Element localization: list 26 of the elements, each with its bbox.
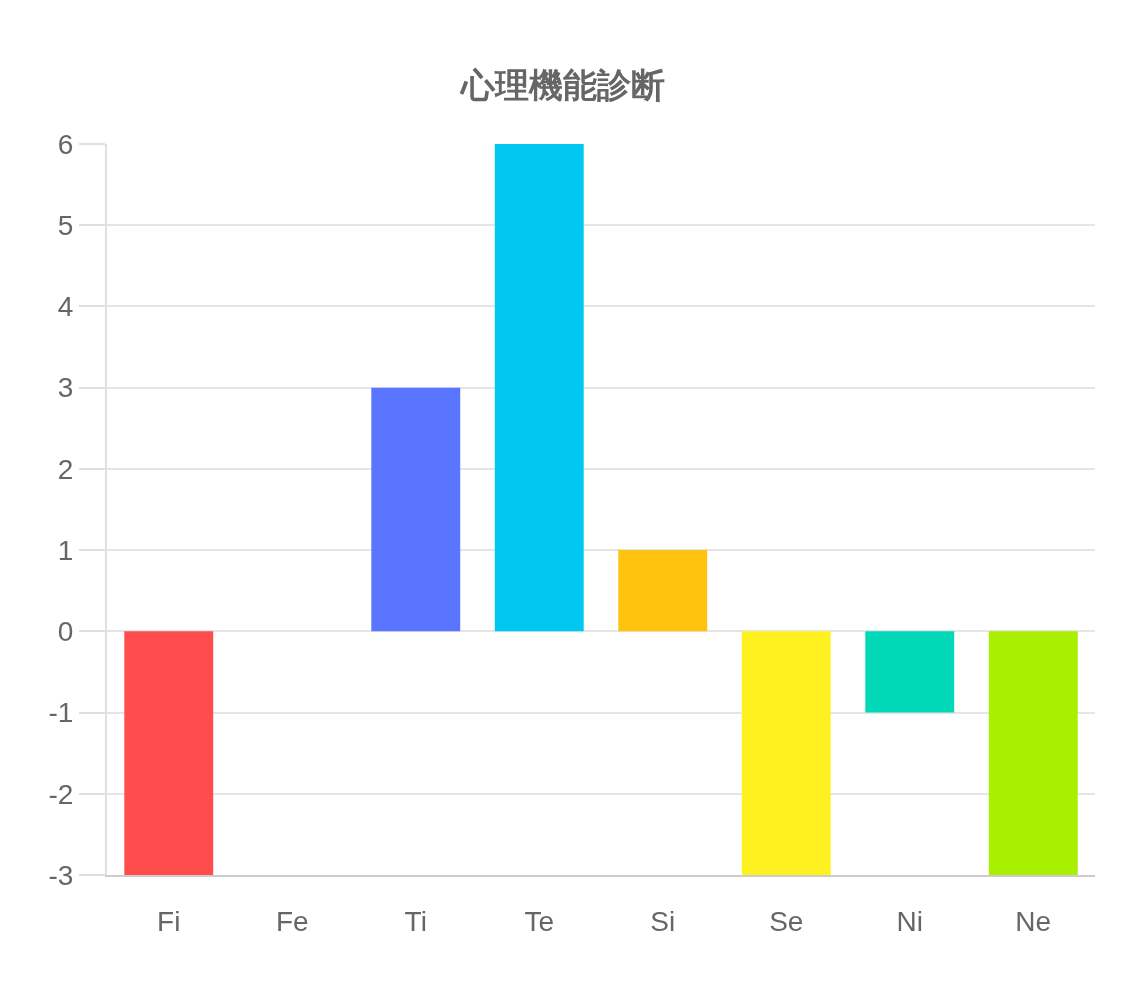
y-tick-label: -1 — [48, 697, 74, 729]
x-tick-label: Te — [524, 905, 555, 937]
x-tick-label: Ni — [896, 905, 923, 937]
y-tick-label: 0 — [57, 616, 74, 648]
bar — [618, 550, 708, 632]
x-tick-label: Ti — [404, 905, 427, 937]
x-tick-label: Ne — [1015, 905, 1052, 937]
x-tick-label: Si — [650, 905, 676, 937]
bar — [865, 631, 955, 713]
y-tick-label: 6 — [57, 128, 74, 160]
y-tick-label: 4 — [57, 291, 74, 323]
bar — [371, 387, 461, 632]
bar — [124, 631, 214, 875]
y-tick-label: -2 — [48, 778, 74, 810]
bar — [988, 631, 1078, 875]
x-tick-label: Se — [769, 905, 804, 937]
bar — [741, 631, 831, 875]
bar — [494, 144, 584, 632]
y-tick-label: 1 — [57, 534, 74, 566]
y-tick-label: 3 — [57, 372, 74, 404]
y-tick-label: 5 — [57, 210, 74, 242]
x-tick-label: Fe — [275, 905, 309, 937]
x-tick-label: Fi — [157, 905, 181, 937]
y-tick-label: 2 — [57, 453, 74, 485]
chart-title: 心理機能診断 — [458, 65, 665, 104]
y-tick-label: -3 — [48, 859, 74, 891]
